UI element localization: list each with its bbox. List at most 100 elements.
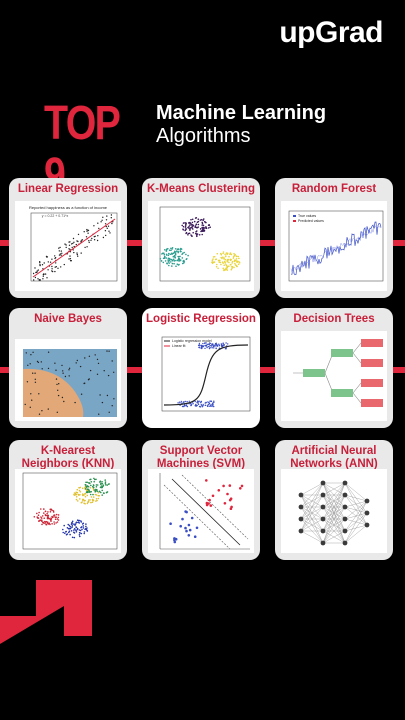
cluster-point — [186, 258, 188, 260]
cluster-point — [233, 252, 235, 255]
cluster-point — [229, 259, 232, 262]
scatter-point — [77, 255, 79, 257]
neighbor-point — [55, 522, 57, 524]
card-title-line1: K-Nearest — [40, 445, 96, 457]
cluster-point — [170, 249, 172, 252]
class1-point — [214, 342, 217, 345]
neighbor-point — [104, 479, 106, 481]
cluster-point — [222, 251, 225, 253]
neighbor-point — [49, 511, 52, 513]
scatter-point — [63, 263, 65, 266]
cluster-point — [223, 260, 226, 263]
class0-point — [200, 400, 203, 403]
card-title: Linear Regression — [17, 183, 119, 195]
neighbor-point — [99, 480, 102, 482]
neighbor-point — [92, 488, 95, 490]
cluster-point — [179, 255, 181, 258]
scatter-point — [96, 239, 99, 242]
cluster-point — [168, 262, 170, 264]
cluster-point — [235, 255, 238, 258]
sample-point — [111, 405, 113, 407]
neighbor-point — [93, 477, 95, 480]
scatter-point — [39, 262, 41, 264]
neighbor-point — [53, 514, 55, 517]
sample-point — [113, 371, 115, 373]
neighbor-point — [94, 478, 96, 481]
neighbor-point — [65, 533, 68, 536]
neighbor-point — [74, 524, 76, 526]
cluster-point — [194, 217, 197, 219]
neighbor-point — [47, 511, 49, 513]
cluster-point — [205, 221, 207, 224]
neural-node — [320, 516, 326, 522]
neighbor-point — [90, 481, 93, 483]
neighbor-point — [86, 494, 89, 497]
neighbor-point — [49, 508, 52, 511]
cluster-point — [176, 259, 178, 262]
scatter-point — [54, 266, 56, 268]
scatter-point — [59, 253, 62, 255]
cluster-point — [195, 232, 197, 235]
sample-point — [84, 357, 86, 359]
neighbor-point — [65, 530, 67, 533]
class0-point — [202, 403, 204, 406]
class-b-point — [222, 484, 225, 488]
neural-edge — [322, 494, 346, 544]
scatter-point — [39, 264, 41, 267]
neighbor-point — [86, 527, 88, 529]
class-b-point — [211, 494, 215, 498]
scatter-point — [70, 243, 73, 245]
neighbor-point — [90, 496, 93, 498]
neighbor-point — [43, 508, 45, 510]
sample-point — [106, 394, 109, 397]
scatter-point — [101, 219, 103, 221]
scatter-point — [57, 267, 59, 269]
class-b-point — [229, 507, 233, 510]
sample-point — [80, 393, 83, 395]
neighbor-point — [95, 486, 98, 488]
neighbor-point — [46, 512, 48, 515]
neural-edge — [300, 482, 324, 532]
cluster-point — [203, 220, 206, 223]
neighbor-point — [105, 491, 108, 494]
cluster-point — [226, 252, 229, 255]
cluster-point — [190, 226, 193, 228]
cluster-point — [191, 218, 194, 221]
neighbor-point — [85, 481, 87, 484]
neighbor-point — [69, 533, 71, 536]
sample-point — [97, 362, 100, 365]
class1-point — [207, 343, 209, 345]
neighbor-point — [98, 490, 101, 493]
class0-point — [213, 405, 215, 408]
neighbor-point — [73, 528, 76, 530]
neighbor-point — [40, 517, 43, 519]
scatter-point — [37, 269, 39, 271]
scatter-point — [34, 276, 37, 279]
class1-point — [201, 347, 203, 350]
sample-point — [79, 365, 82, 368]
decision-tree-diagram — [281, 331, 387, 421]
scatter-point — [75, 243, 77, 246]
class0-point — [210, 400, 213, 402]
neighbor-point — [83, 502, 85, 504]
card-title-line2: Neighbors (KNN) — [21, 458, 115, 470]
neighbor-point — [86, 502, 89, 505]
sample-point — [76, 359, 78, 362]
neighbor-point — [41, 523, 43, 526]
neighbor-point — [43, 512, 45, 514]
cluster-point — [179, 249, 182, 251]
neighbor-point — [86, 485, 89, 487]
cluster-point — [174, 259, 176, 262]
neural-edge — [322, 482, 346, 520]
class1-point — [213, 347, 215, 349]
scatter-point — [51, 265, 53, 268]
class-b-point — [228, 498, 232, 502]
class0-point — [207, 403, 209, 406]
cluster-point — [168, 259, 171, 262]
cluster-point — [184, 222, 186, 224]
cluster-point — [185, 231, 188, 234]
cluster-point — [201, 224, 203, 226]
cluster-point — [177, 255, 179, 258]
cluster-point — [184, 229, 186, 232]
sample-point — [68, 375, 70, 377]
